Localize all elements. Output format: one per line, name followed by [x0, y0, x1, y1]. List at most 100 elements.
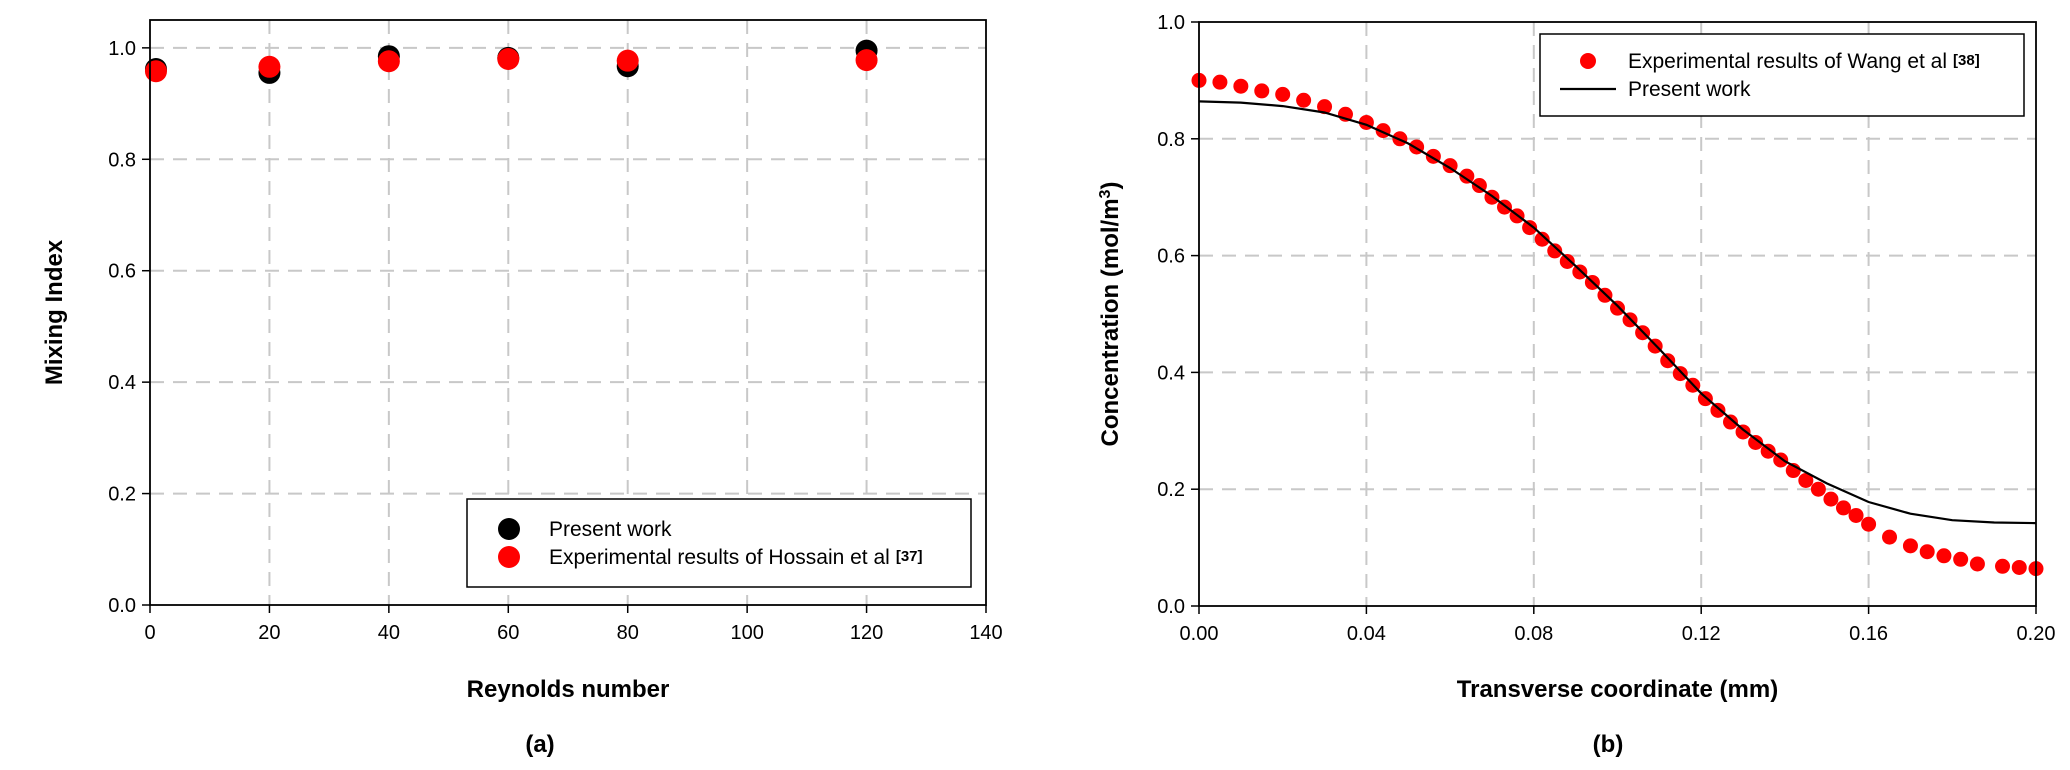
y-axis-title-superscript: 3: [1097, 189, 1114, 198]
x-tick-label: 40: [378, 622, 400, 644]
x-tick-label: 0.04: [1347, 623, 1386, 645]
series-line: [1198, 100, 2037, 525]
y-axis-title-close: ): [1097, 182, 1124, 190]
y-tick-label: 0.8: [108, 149, 136, 171]
data-point: [1861, 516, 1877, 532]
y-axis-title-text: Mixing Index: [41, 239, 68, 385]
x-tick-label: 0.12: [1682, 623, 1721, 645]
y-tick-label: 1.0: [108, 38, 136, 60]
data-point: [497, 48, 520, 70]
x-axis-title: Reynolds number: [467, 676, 670, 703]
y-tick-label: 0.6: [1157, 246, 1185, 268]
data-point: [1254, 83, 1270, 99]
data-point: [1317, 99, 1333, 115]
legend-label: Experimental results of Wang et al [38]: [1628, 50, 1980, 73]
legend-label-text: Experimental results of Wang et al: [1628, 50, 1947, 73]
chart-panel-a: 0 20 40 60 80 100 120 140 0.0 0.2 0.4 0.6 0.8 1.0 Reyn…: [41, 19, 1003, 758]
series-0: [1191, 72, 2044, 577]
data-point: [1760, 443, 1776, 459]
data-point: [1902, 538, 1918, 554]
data-point: [1735, 424, 1751, 440]
data-point: [1233, 78, 1249, 94]
x-tick-label: 140: [969, 622, 1002, 644]
legend: Present work Experimental results of Hoss…: [466, 498, 972, 588]
y-axis-title: Concentration (mol/m3): [1097, 182, 1125, 447]
x-axis-title: Transverse coordinate (mm): [1457, 676, 1778, 703]
data-point: [1919, 544, 1935, 560]
y-axis-title: Mixing Index: [41, 239, 68, 385]
y-tick-label: 0.4: [1157, 362, 1185, 384]
legend-marker: [1580, 53, 1596, 69]
y-tick-label: 0.2: [1157, 479, 1185, 501]
y-axis-title-text: Concentration (mol/m: [1097, 198, 1124, 446]
y-tick-label: 0.4: [108, 372, 136, 394]
data-point: [1953, 551, 1969, 567]
data-point: [1275, 86, 1291, 102]
data-point: [1810, 481, 1826, 497]
data-point: [855, 49, 878, 72]
x-tick-label: 0: [144, 622, 155, 644]
legend-label: Present work: [1628, 78, 1751, 101]
data-point: [1882, 529, 1898, 545]
x-tick-label: 20: [258, 622, 280, 644]
data-point: [1547, 243, 1563, 259]
data-point: [1296, 92, 1312, 108]
x-tick-label: 0.16: [1849, 623, 1888, 645]
data-point: [1672, 366, 1688, 382]
y-tick-label: 0.8: [1157, 129, 1185, 151]
legend-label: Present work: [549, 518, 672, 541]
legend-box: [1539, 33, 2025, 117]
panel-label: (a): [525, 731, 554, 758]
data-point: [1522, 220, 1538, 236]
data-point: [1848, 507, 1864, 523]
data-point: [1660, 353, 1676, 369]
legend-label-text: Experimental results of Hossain et al: [549, 546, 890, 569]
data-point: [1710, 402, 1726, 418]
y-tick-label: 0.2: [108, 484, 136, 506]
data-point: [144, 60, 167, 83]
data-point: [1534, 231, 1550, 247]
y-tick-label: 1.0: [1157, 12, 1185, 34]
plot-frame: [149, 19, 987, 606]
x-tick-label: 0.08: [1514, 623, 1553, 645]
legend-label-text: Present work: [549, 518, 672, 541]
legend: Experimental results of Wang et al [38] Pr…: [1539, 33, 2025, 117]
legend-label-text: Present work: [1628, 78, 1751, 101]
panel-label: (b): [1593, 731, 1624, 758]
data-point: [1459, 168, 1475, 184]
series-1: [1198, 100, 2037, 525]
legend-box: [466, 498, 972, 588]
legend-label-ref: [37]: [896, 548, 923, 565]
legend-marker: [498, 518, 520, 540]
data-point: [1610, 300, 1625, 316]
data-point: [1572, 264, 1588, 280]
data-point: [1995, 558, 2011, 574]
data-point: [1722, 414, 1738, 430]
x-tick-label: 0.20: [2017, 623, 2056, 645]
data-point: [1798, 472, 1814, 488]
y-tick-label: 0.6: [108, 261, 136, 283]
legend-label: Experimental results of Hossain et al [37…: [549, 546, 923, 569]
x-tick-label: 60: [497, 622, 519, 644]
y-tick-label: 0.0: [108, 595, 136, 617]
data-point: [1969, 556, 1985, 572]
data-point: [616, 49, 639, 72]
x-tick-label: 0.00: [1180, 623, 1219, 645]
x-tick-label: 80: [617, 622, 639, 644]
chart-panel-b: 0.00 0.04 0.08 0.12 0.16 0.20 0.0 0.2 0.4 0.6 0.8 1…: [1097, 12, 2056, 758]
y-tick-label: 0.0: [1157, 596, 1185, 618]
data-point: [258, 55, 281, 78]
plot-frame: [1198, 21, 2037, 607]
x-tick-label: 120: [850, 622, 883, 644]
data-point: [1559, 253, 1575, 269]
data-point: [2011, 559, 2027, 575]
legend-label-ref: [38]: [1953, 52, 1980, 69]
x-tick-label: 100: [730, 622, 763, 644]
data-point: [1936, 548, 1952, 564]
data-point: [1835, 500, 1851, 516]
data-point: [377, 50, 400, 73]
data-point: [1823, 491, 1839, 507]
legend-marker: [498, 546, 520, 568]
data-point: [1748, 434, 1764, 450]
